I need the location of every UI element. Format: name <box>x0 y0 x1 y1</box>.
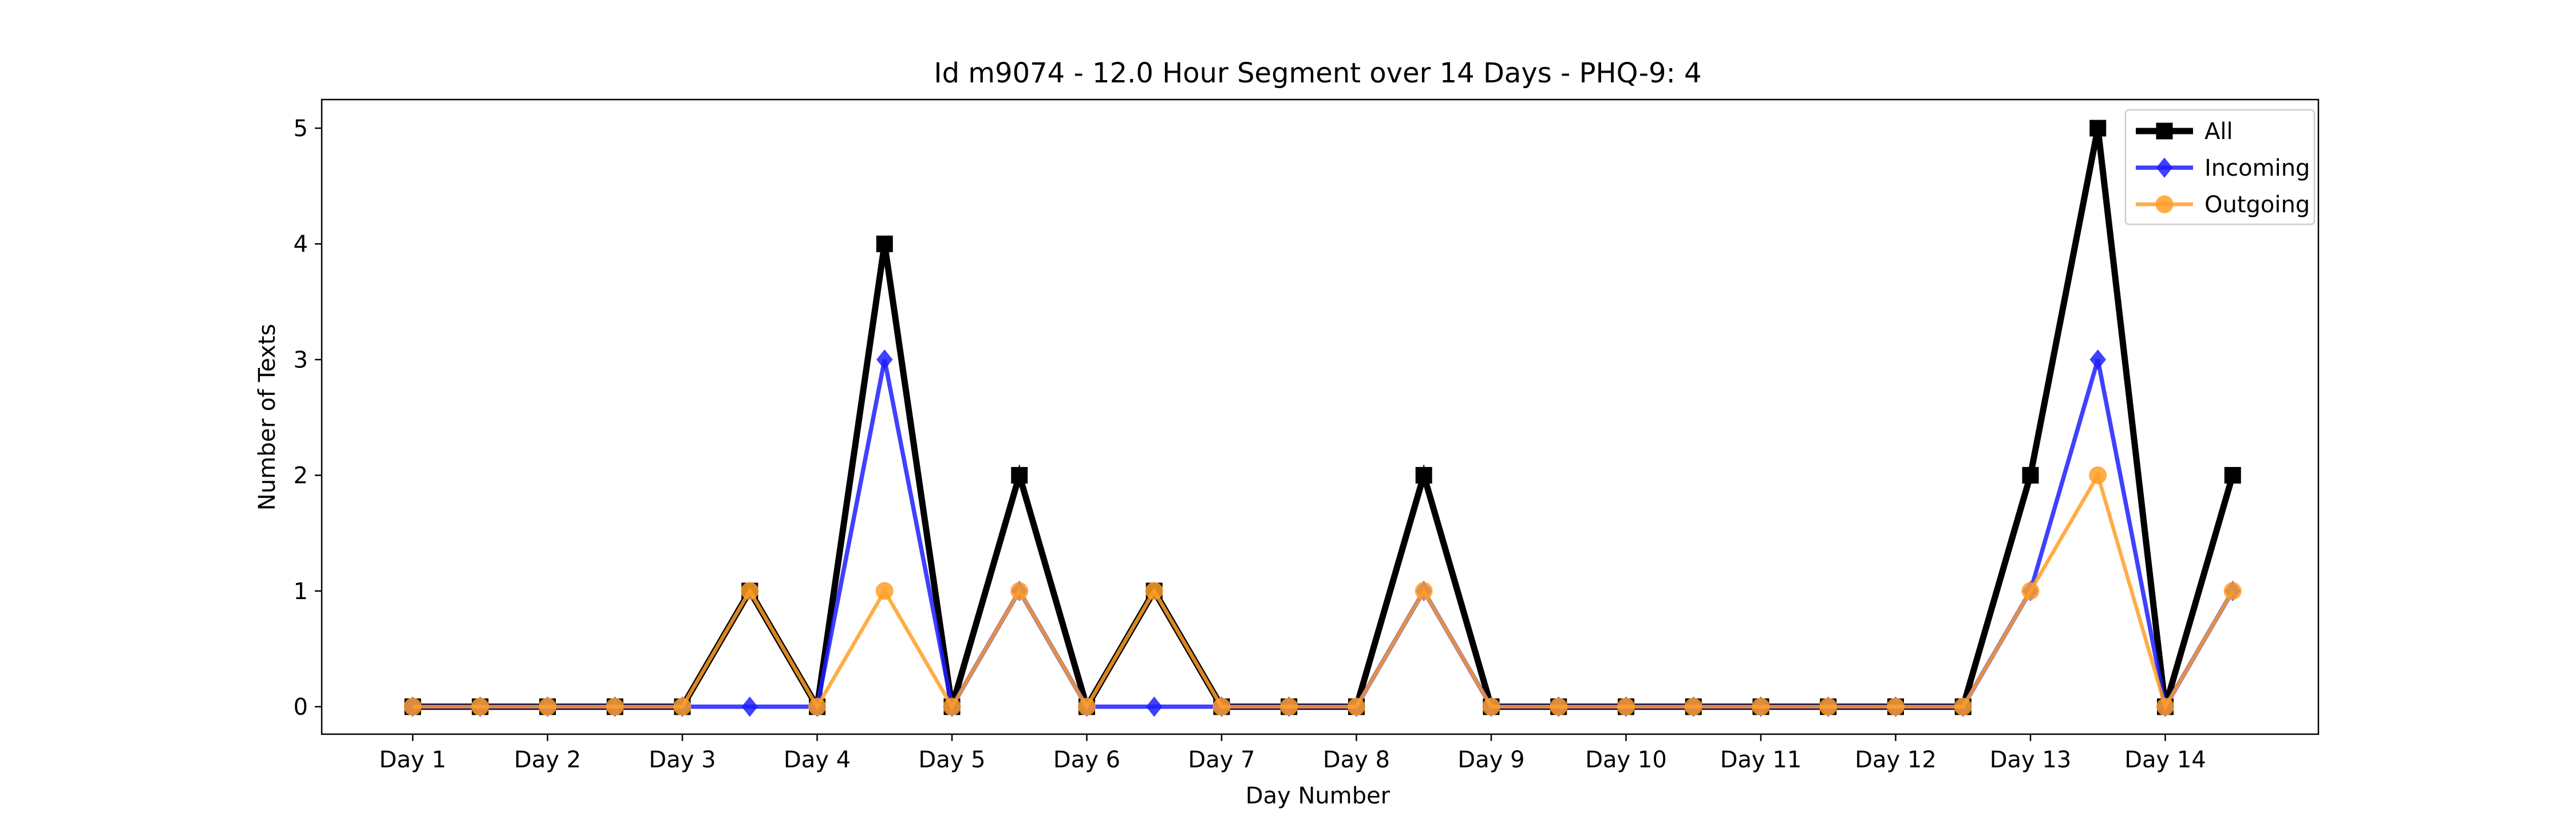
data-point-outgoing <box>875 582 894 600</box>
data-point-outgoing <box>1415 582 1433 600</box>
data-point-outgoing <box>2156 698 2174 716</box>
x-tick-label: Day 11 <box>1720 747 1802 773</box>
x-tick-label: Day 10 <box>1585 747 1667 773</box>
legend-marker-all <box>2156 122 2173 140</box>
data-point-outgoing <box>1617 698 1635 716</box>
y-tick-label: 2 <box>294 463 308 489</box>
x-tick-label: Day 7 <box>1188 747 1255 773</box>
legend-marker-outgoing <box>2155 195 2174 213</box>
data-point-outgoing <box>673 698 692 716</box>
x-tick-label: Day 14 <box>2124 747 2206 773</box>
data-point-outgoing <box>1819 698 1838 716</box>
data-point-outgoing <box>404 698 422 716</box>
data-point-outgoing <box>2089 466 2107 485</box>
legend-label-outgoing: Outgoing <box>2204 192 2310 218</box>
data-point-all <box>2022 467 2039 484</box>
x-axis-label: Day Number <box>1246 783 1390 809</box>
y-axis-label: Number of Texts <box>254 324 280 510</box>
x-tick-label: Day 4 <box>784 747 851 773</box>
chart-title: Id m9074 - 12.0 Hour Segment over 14 Day… <box>934 57 1701 89</box>
data-point-incoming <box>1146 696 1163 717</box>
y-tick-label: 1 <box>294 579 308 605</box>
data-point-outgoing <box>1954 698 1972 716</box>
data-point-outgoing <box>1212 698 1231 716</box>
series-line-outgoing <box>413 470 2235 712</box>
y-tick-label: 0 <box>294 694 308 720</box>
x-tick-label: Day 1 <box>379 747 446 773</box>
data-point-all <box>2224 467 2241 484</box>
legend-label-all: All <box>2204 118 2233 145</box>
data-point-outgoing <box>1482 698 1500 716</box>
data-point-all <box>876 235 893 252</box>
data-point-outgoing <box>1348 698 1365 716</box>
series-line-all <box>413 127 2236 716</box>
x-tick-label: Day 9 <box>1457 747 1524 773</box>
x-tick-label: Day 3 <box>649 747 716 773</box>
data-point-outgoing <box>2021 582 2040 600</box>
data-point-all <box>2089 120 2107 137</box>
data-point-outgoing <box>606 698 624 716</box>
x-tick-label: Day 12 <box>1855 747 1937 773</box>
legend-label-incoming: Incoming <box>2204 155 2310 181</box>
data-point-outgoing <box>1078 698 1096 716</box>
x-tick-label: Day 13 <box>1990 747 2072 773</box>
data-point-all <box>1415 467 1432 484</box>
data-point-outgoing <box>1010 582 1029 600</box>
y-tick-label: 5 <box>294 116 308 142</box>
x-tick-label: Day 6 <box>1053 747 1120 773</box>
plot-frame <box>321 98 2320 735</box>
plot-area: 0 1 2 3 4 5 Day 1 Day 2 Day 3 Day 4 Day 5 Day 6 Day … <box>294 98 2320 773</box>
data-point-outgoing <box>808 698 826 716</box>
data-point-outgoing <box>1752 698 1770 716</box>
data-point-outgoing <box>1280 698 1298 716</box>
data-point-outgoing <box>1684 698 1702 716</box>
x-tick-label: Day 8 <box>1323 747 1390 773</box>
series-line-incoming <box>413 359 2235 713</box>
data-point-outgoing <box>943 698 961 716</box>
data-point-all <box>1011 467 1028 484</box>
data-point-incoming <box>2089 349 2106 370</box>
data-point-incoming <box>876 349 893 370</box>
x-tick-label: Day 5 <box>918 747 985 773</box>
data-point-outgoing <box>2223 582 2242 600</box>
y-tick-label: 3 <box>294 347 308 373</box>
data-point-outgoing <box>741 582 759 600</box>
x-tick-label: Day 2 <box>514 747 581 773</box>
y-tick-label: 4 <box>294 231 308 258</box>
data-point-outgoing <box>1550 698 1568 716</box>
data-point-outgoing <box>1887 698 1905 716</box>
legend-marker-incoming <box>2156 157 2173 178</box>
data-point-outgoing <box>539 698 556 716</box>
data-point-incoming <box>741 696 758 717</box>
data-point-outgoing <box>1145 582 1163 600</box>
data-point-outgoing <box>471 698 489 716</box>
